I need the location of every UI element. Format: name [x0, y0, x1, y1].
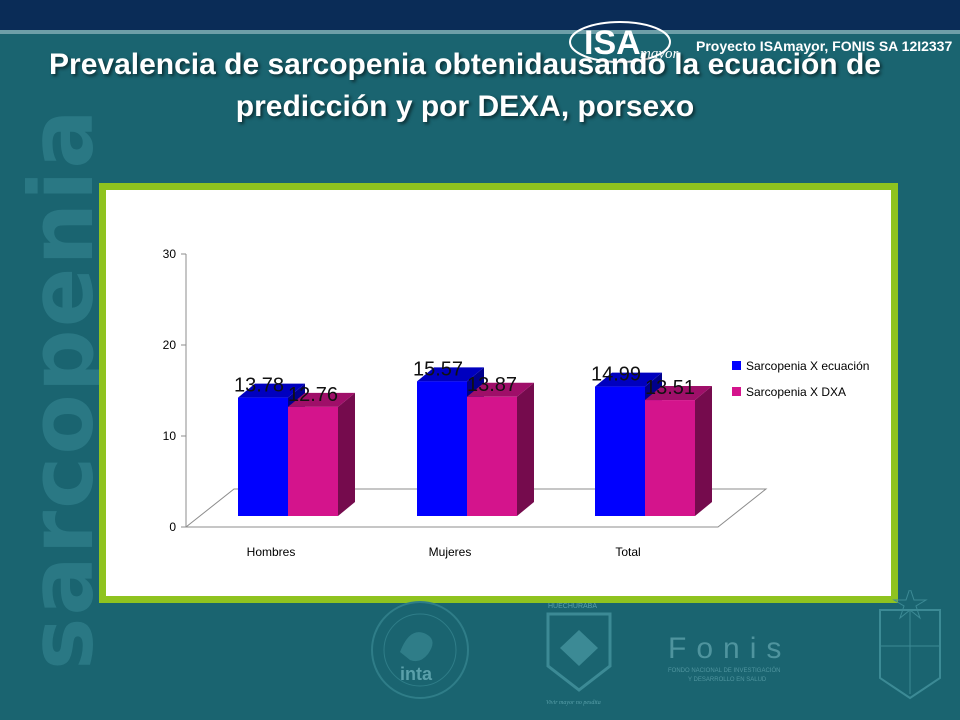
bar — [417, 381, 467, 516]
data-label: 13.51 — [645, 377, 695, 399]
y-tick-label: 0 — [169, 520, 176, 534]
data-label: 12.76 — [288, 384, 338, 406]
slide-title: Prevalencia de sarcopenia obtenidausando… — [49, 48, 881, 123]
bar-top — [288, 392, 355, 407]
huechuraba-logo: HUECHURABA Vivir mayor no pesdita — [546, 603, 612, 706]
fonis-logo: Fonis FONDO NACIONAL DE INVESTIGACIÓN Y … — [668, 632, 791, 683]
brand-text: Proyecto ISAmayor, FONIS SA 12I2337 — [696, 38, 953, 54]
bar-side — [517, 382, 534, 516]
bar — [238, 397, 288, 516]
y-tick-label: 20 — [163, 338, 177, 352]
legend-swatch — [732, 387, 741, 396]
footer-logos: inta HUECHURABA Vivir mayor no pesdita F… — [371, 590, 941, 706]
bar-side — [338, 392, 355, 516]
bar — [595, 386, 645, 516]
x-tick-label: Total — [615, 545, 640, 559]
top-bar — [0, 0, 960, 30]
legend-label: Sarcopenia X ecuación — [746, 359, 869, 373]
bar-top — [238, 383, 305, 398]
isamayor-logo-main: ISA — [584, 24, 641, 62]
bar — [645, 400, 695, 516]
inta-label: inta — [400, 664, 433, 684]
isamayor-logo: ISA mayor — [569, 21, 678, 63]
chart-frame: 0 10 20 30 Hombres Mujeres Total 13.78 15.57 14.9… — [99, 183, 898, 603]
bar — [467, 396, 517, 516]
data-label: 13.78 — [234, 375, 284, 397]
top-rule — [0, 30, 960, 34]
chart-area: 0 10 20 30 Hombres Mujeres Total 13.78 15.57 14.9… — [106, 190, 891, 596]
bar-top — [417, 367, 484, 382]
inta-logo: inta — [371, 601, 469, 699]
fonis-sub1: FONDO NACIONAL DE INVESTIGACIÓN — [668, 667, 780, 674]
fonis-label: Fonis — [668, 632, 791, 665]
huechuraba-motto: Vivir mayor no pesdita — [546, 700, 601, 706]
legend-swatch — [732, 361, 741, 370]
x-tick-label: Mujeres — [429, 545, 472, 559]
bar-top — [645, 386, 712, 401]
chart-floor — [184, 488, 768, 528]
bar-side — [695, 386, 712, 516]
x-tick-label: Hombres — [247, 545, 296, 559]
brand-header: ISA mayor Proyecto ISAmayor, FONIS SA 12… — [568, 16, 960, 66]
university-crest-icon — [879, 590, 941, 700]
isamayor-logo-sub: mayor — [640, 46, 678, 62]
legend-label: Sarcopenia X DXA — [746, 385, 846, 399]
side-watermark: sarcopenia — [10, 107, 113, 670]
y-tick-label: 10 — [163, 429, 177, 443]
bar-chart: 0 10 20 30 Hombres Mujeres Total 13.78 15.57 14.9… — [163, 247, 870, 559]
fonis-sub2: Y DESARROLLO EN SALUD — [688, 677, 767, 683]
huechuraba-label: HUECHURABA — [548, 603, 597, 610]
data-label: 13.87 — [467, 374, 517, 396]
data-label: 14.99 — [591, 364, 641, 386]
data-label: 15.57 — [413, 358, 463, 380]
bar-top — [467, 382, 534, 397]
y-tick-label: 30 — [163, 247, 177, 261]
bar — [288, 406, 338, 516]
bar-top — [595, 372, 662, 387]
